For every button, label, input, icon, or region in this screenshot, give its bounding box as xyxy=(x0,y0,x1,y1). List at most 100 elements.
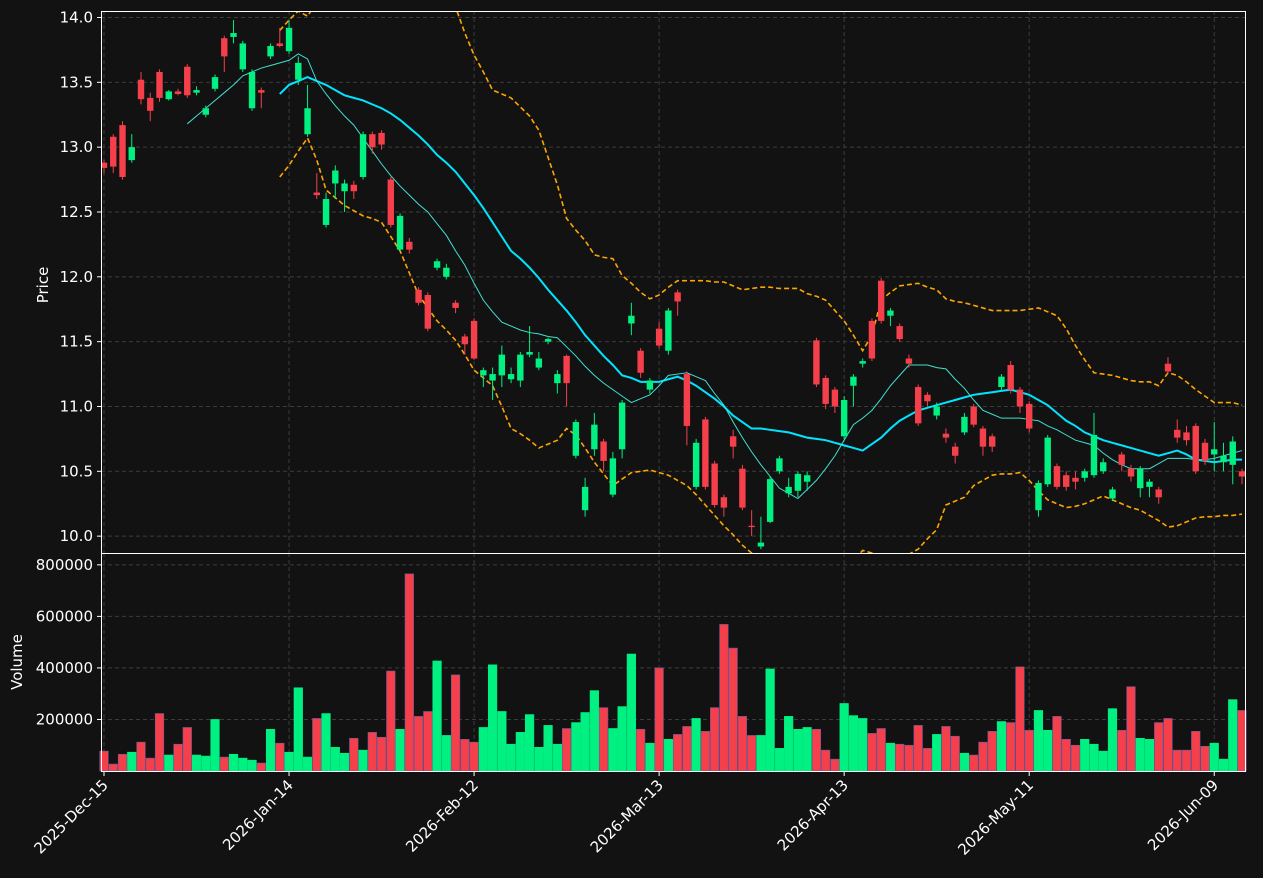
candle-body xyxy=(276,43,283,47)
candle-body xyxy=(813,340,820,385)
candle-body xyxy=(498,354,506,376)
volume-bar xyxy=(765,668,775,772)
candle-body xyxy=(110,136,117,167)
volume-bar xyxy=(904,744,914,772)
volume-bar xyxy=(719,624,729,772)
volume-bar xyxy=(1181,749,1192,772)
candle-body xyxy=(692,442,700,487)
volume-bar xyxy=(1228,699,1238,772)
volume-bar xyxy=(700,731,710,772)
candle-body xyxy=(757,542,765,547)
y-tick-label: 800000 xyxy=(36,556,93,574)
volume-bar xyxy=(99,750,109,772)
candle-body xyxy=(322,199,330,225)
candle-body xyxy=(526,352,533,355)
candle-body xyxy=(970,406,977,425)
volume-bar xyxy=(524,714,535,772)
volume-bar xyxy=(1135,737,1145,772)
candle-body xyxy=(933,406,940,416)
volume-bar xyxy=(1015,666,1025,772)
volume-bar xyxy=(256,762,266,772)
candle-body xyxy=(646,380,654,390)
candle-body xyxy=(258,90,265,93)
volume-bar xyxy=(941,726,951,772)
candle-body xyxy=(1016,389,1024,407)
volume-bar xyxy=(108,763,118,772)
candle-body xyxy=(868,320,876,359)
y-tick-label: 11.5 xyxy=(60,333,93,351)
volume-bar xyxy=(599,707,609,772)
volume-bar xyxy=(950,735,960,772)
candle-body xyxy=(850,376,857,386)
candle-body xyxy=(702,419,709,487)
volume-bar xyxy=(645,742,655,772)
volume-bar xyxy=(506,743,516,772)
candle-body xyxy=(877,280,885,321)
candle-body xyxy=(369,134,376,148)
volume-bar xyxy=(710,707,720,772)
candle-body xyxy=(1201,442,1209,461)
candle-body xyxy=(803,475,811,482)
candle-body xyxy=(1127,468,1135,477)
candle-body xyxy=(174,91,182,94)
candle-body xyxy=(202,108,209,115)
volume-bar xyxy=(1107,708,1118,772)
candle-body xyxy=(137,79,145,100)
candle-body xyxy=(988,436,996,447)
candle-body xyxy=(998,376,1005,388)
volume-bar xyxy=(339,752,350,772)
y-tick-label: 12.0 xyxy=(60,268,93,286)
candle-body xyxy=(387,179,395,225)
volume-bar xyxy=(238,757,248,772)
candle-body xyxy=(655,328,663,346)
volume-bar xyxy=(478,727,488,772)
volume-bar xyxy=(1061,739,1071,772)
volume-bar xyxy=(413,716,424,772)
volume-bar xyxy=(293,687,303,772)
volume-bar xyxy=(1043,729,1053,772)
candle-body xyxy=(165,91,172,100)
volume-bar xyxy=(386,670,396,772)
y-tick-label: 600000 xyxy=(36,607,93,625)
volume-bar xyxy=(1052,716,1062,772)
volume-bar xyxy=(784,716,794,772)
candle-body xyxy=(628,315,635,324)
volume-bar xyxy=(691,718,701,772)
candle-body xyxy=(1007,364,1014,390)
candle-body xyxy=(1072,477,1079,482)
candle-body xyxy=(1146,481,1153,487)
candle-body xyxy=(1026,403,1033,429)
volume-bar xyxy=(247,759,257,772)
candle-body xyxy=(517,354,524,381)
volume-bar xyxy=(349,737,359,772)
volume-bar xyxy=(867,733,877,772)
candle-body xyxy=(831,389,839,407)
volume-bar xyxy=(117,753,128,772)
volume-bar xyxy=(321,713,331,772)
y-tick-label: 13.5 xyxy=(60,73,93,91)
volume-bar xyxy=(404,573,414,772)
candle-body xyxy=(924,394,931,402)
volume-bar xyxy=(219,756,229,772)
candle-body xyxy=(461,336,469,345)
candle-body xyxy=(1174,429,1181,438)
volume-bar xyxy=(154,713,165,772)
volume-bar xyxy=(895,743,905,772)
candle-body xyxy=(618,402,626,450)
volume-bar xyxy=(562,728,572,772)
candle-body xyxy=(406,241,413,250)
volume-bar xyxy=(959,752,970,772)
candle-body xyxy=(665,310,672,351)
volume-bar xyxy=(1033,710,1044,772)
volume-bar xyxy=(839,703,849,772)
volume-bar xyxy=(228,753,239,772)
candle-body xyxy=(711,463,718,506)
candle-body xyxy=(1183,432,1190,441)
volume-bar xyxy=(497,711,507,772)
candle-body xyxy=(184,66,191,96)
volume-bar xyxy=(1191,731,1201,772)
candle-body xyxy=(193,90,200,93)
candle-body xyxy=(470,320,478,359)
candle-body xyxy=(295,62,302,80)
